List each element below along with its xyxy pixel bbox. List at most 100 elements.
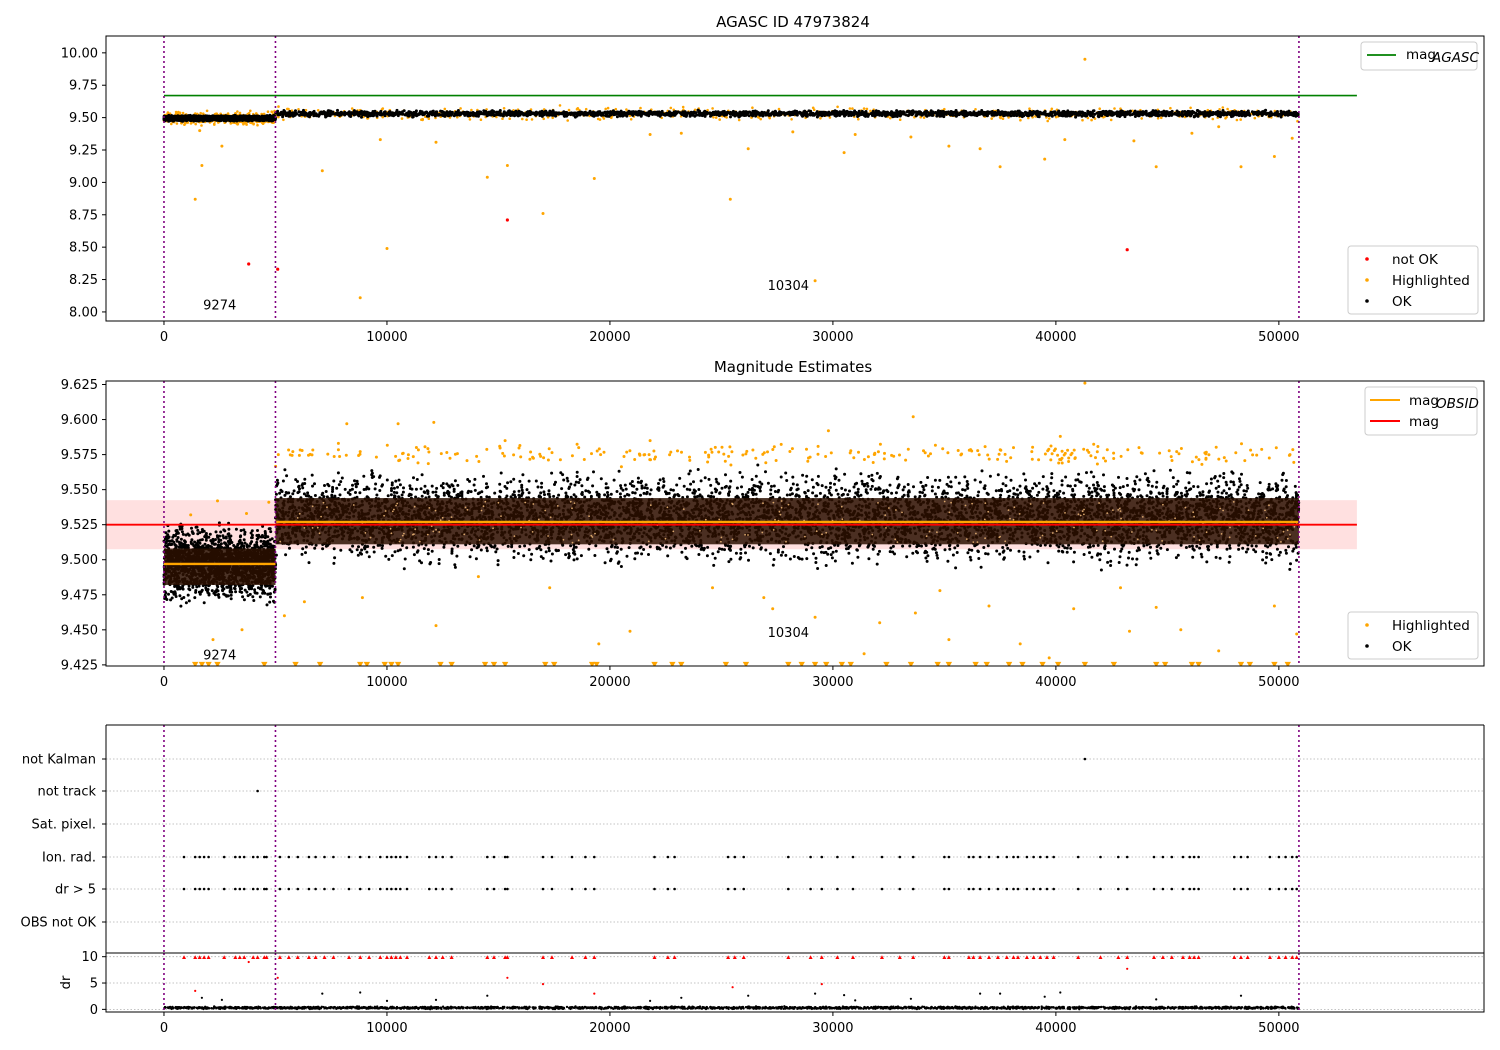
highlighted-point [252, 122, 255, 126]
highlighted-point [857, 117, 860, 121]
ok-point [186, 117, 190, 121]
highlighted-point [247, 111, 251, 115]
highlighted-point [249, 109, 252, 113]
ok-point [256, 118, 260, 122]
highlighted-point [922, 116, 926, 119]
ok-point [182, 116, 186, 120]
highlighted-point [176, 112, 180, 115]
highlighted-point [756, 115, 760, 119]
highlighted-point [236, 110, 239, 113]
highlighted-point [567, 108, 571, 112]
ok-point [255, 115, 259, 118]
highlighted-point [350, 107, 354, 110]
highlighted-point [1090, 118, 1093, 122]
ok-point [242, 115, 246, 119]
highlighted-point [525, 118, 528, 121]
highlighted-point [245, 123, 248, 126]
highlighted-point [421, 118, 424, 122]
highlighted-point [256, 123, 259, 127]
highlighted-point [718, 118, 721, 121]
highlighted-point [282, 118, 285, 122]
highlighted-point [286, 107, 289, 111]
highlighted-point [1050, 107, 1054, 111]
highlighted-point [828, 116, 832, 119]
highlighted-point [584, 107, 588, 111]
highlighted-point [751, 106, 754, 109]
highlighted-point [1081, 118, 1084, 122]
highlighted-point [205, 109, 209, 113]
highlighted-point [848, 107, 852, 110]
highlighted-point [316, 109, 320, 112]
highlighted-point [1221, 106, 1225, 109]
highlighted-point [266, 110, 270, 113]
ok-point [197, 117, 201, 121]
ok-point [202, 116, 206, 120]
highlighted-point [479, 118, 483, 121]
highlighted-point [943, 107, 946, 111]
highlighted-point [1046, 119, 1049, 123]
highlighted-point [629, 118, 633, 121]
ok-point [276, 109, 280, 113]
highlighted-point [502, 107, 506, 110]
ok-point [1091, 109, 1095, 113]
ok-point [270, 116, 274, 120]
highlighted-point [542, 117, 545, 121]
highlighted-point [1019, 118, 1022, 122]
highlighted-point [1211, 117, 1215, 121]
highlighted-point [238, 111, 242, 115]
highlighted-point [170, 122, 173, 126]
highlighted-point [495, 115, 498, 119]
highlighted-point [1028, 107, 1031, 110]
highlighted-point [639, 106, 642, 110]
highlighted-point [604, 107, 607, 111]
highlighted-point [468, 118, 472, 121]
highlighted-point [304, 108, 308, 112]
highlighted-point [1001, 117, 1005, 120]
highlighted-point [777, 107, 781, 111]
highlighted-point [443, 107, 447, 111]
highlighted-point [889, 116, 892, 120]
highlighted-point [669, 106, 673, 110]
highlighted-point [606, 106, 610, 110]
highlighted-point [693, 108, 697, 112]
highlighted-point [625, 108, 628, 111]
ok-point [246, 119, 250, 123]
highlighted-point [836, 105, 839, 109]
highlighted-point [566, 119, 569, 122]
highlighted-point [175, 122, 179, 125]
highlighted-point [1054, 115, 1058, 119]
highlighted-point [530, 118, 534, 121]
highlighted-point [551, 116, 554, 120]
highlighted-point [598, 118, 602, 121]
highlighted-point [427, 117, 431, 120]
highlighted-point [1189, 106, 1192, 110]
highlighted-point [400, 117, 404, 120]
highlighted-point [456, 115, 459, 119]
highlighted-point [261, 122, 265, 125]
highlighted-point [1098, 107, 1101, 110]
highlighted-point [1048, 117, 1051, 120]
highlighted-point [614, 107, 618, 111]
highlighted-point [898, 118, 902, 121]
ok-point [169, 114, 173, 118]
ok-point [251, 118, 255, 122]
highlighted-point [1218, 108, 1221, 111]
highlighted-point [189, 122, 193, 125]
highlighted-point [712, 116, 715, 119]
highlighted-point [470, 108, 473, 112]
highlighted-point [999, 116, 1002, 120]
highlighted-point [277, 105, 280, 108]
highlighted-point [199, 111, 202, 115]
ok-point [210, 116, 214, 120]
highlighted-point [270, 110, 274, 113]
highlighted-point [711, 107, 714, 110]
highlighted-point [990, 117, 993, 120]
highlighted-point [869, 109, 872, 113]
highlighted-point [558, 104, 562, 107]
plot-area [162, 36, 1357, 321]
highlighted-point [181, 111, 185, 115]
highlighted-point [819, 117, 822, 120]
ok-point [231, 117, 235, 121]
highlighted-point [521, 117, 524, 121]
ok-point [996, 109, 1000, 112]
